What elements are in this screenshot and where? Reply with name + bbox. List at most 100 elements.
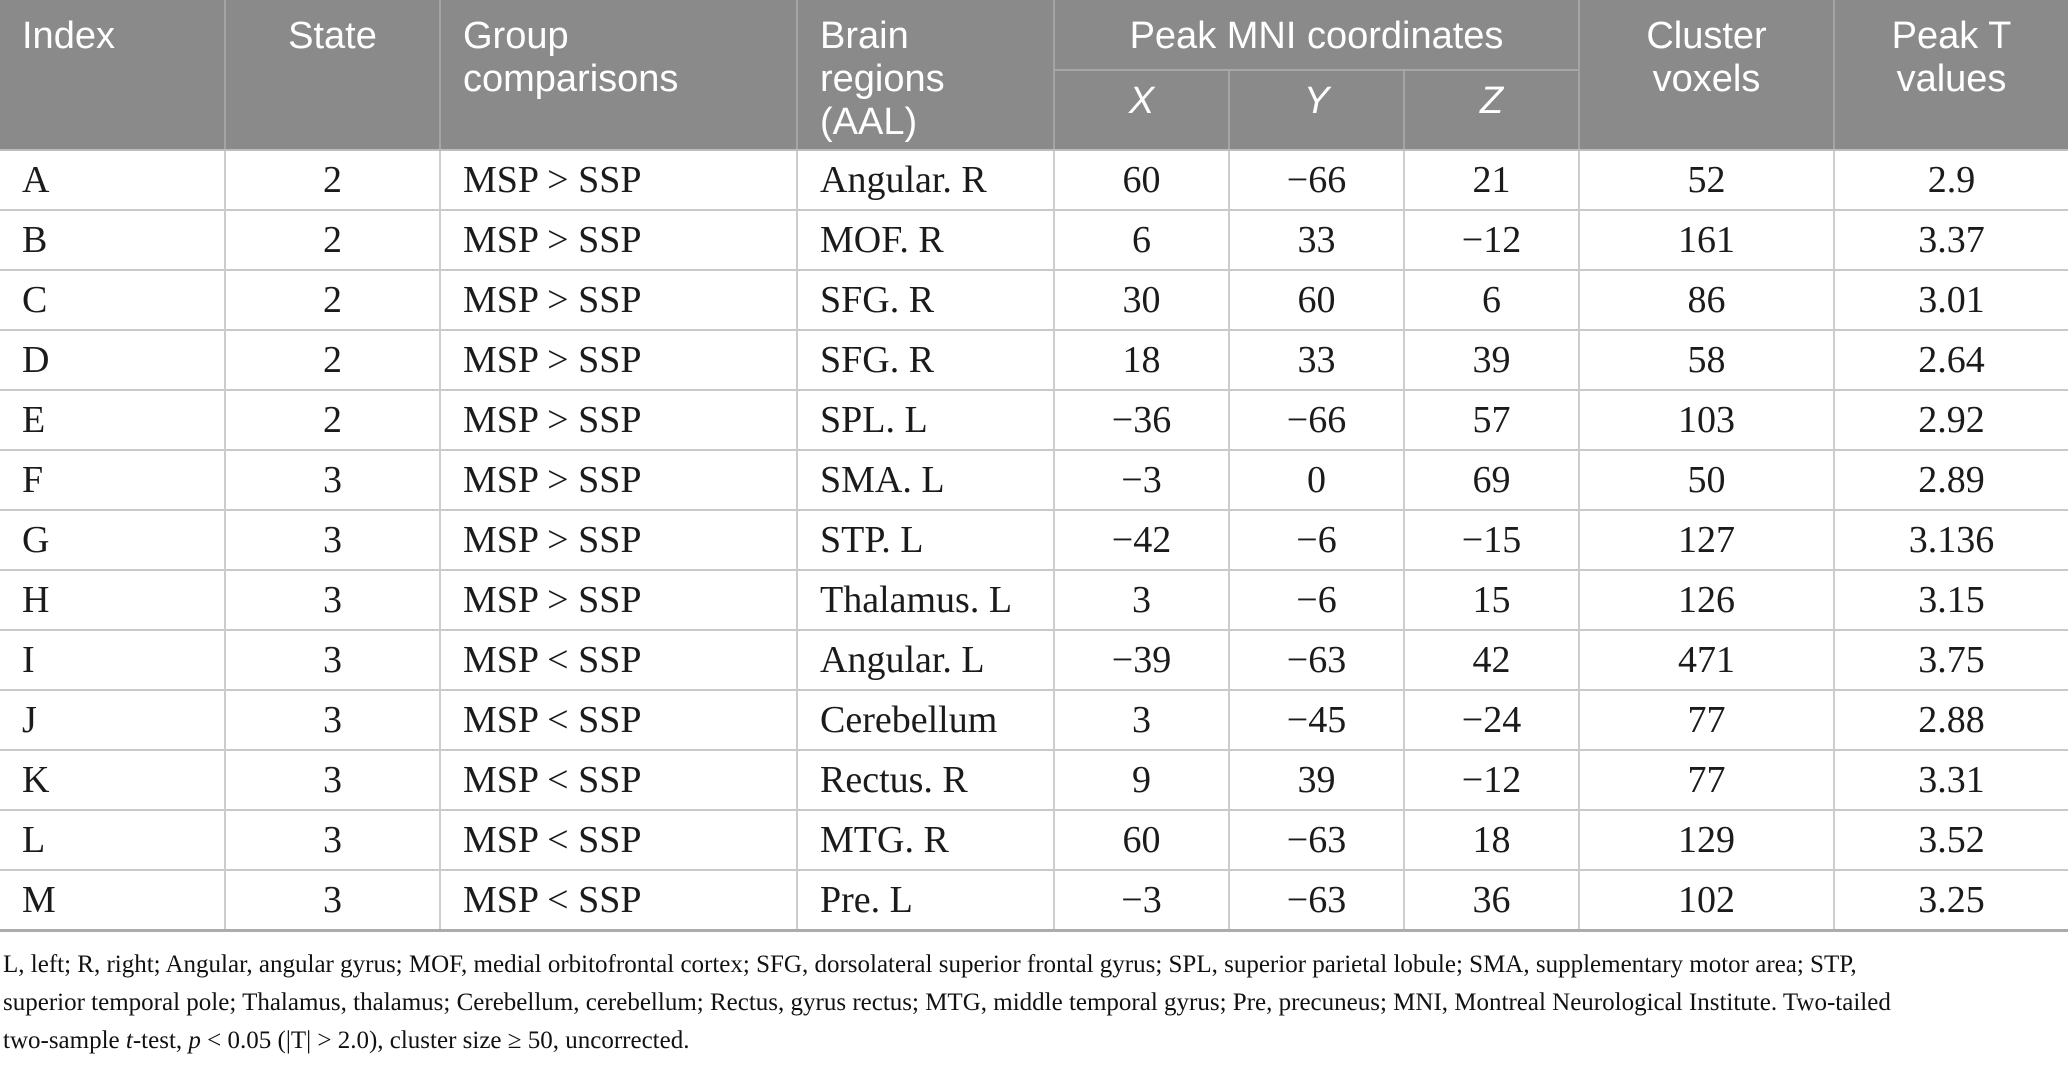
cell-index: K — [0, 749, 225, 810]
cell-mni-y: 33 — [1228, 329, 1404, 390]
cell-peak-t-value: 2.88 — [1833, 689, 2068, 750]
table-row: M 3 MSP < SSP Pre. L −3 −63 36 102 3.25 — [0, 869, 2068, 930]
table-row: E 2 MSP > SSP SPL. L −36 −66 57 103 2.92 — [0, 389, 2068, 450]
cell-mni-z: 21 — [1403, 150, 1579, 210]
cell-mni-z: 57 — [1403, 389, 1579, 450]
cell-mni-z: 15 — [1403, 569, 1579, 630]
cell-peak-t-value: 3.52 — [1833, 809, 2068, 870]
table-row: B 2 MSP > SSP MOF. R 6 33 −12 161 3.37 — [0, 209, 2068, 270]
cell-state: 3 — [224, 809, 440, 870]
cell-group-comparison: MSP > SSP — [439, 209, 797, 270]
table-header: Index State Group comparisons Brain regi… — [0, 0, 2068, 151]
footnote-line: superior temporal pole; Thalamus, thalam… — [3, 988, 1891, 1016]
cell-peak-t-value: 3.75 — [1833, 629, 2068, 690]
cell-peak-t-value: 2.64 — [1833, 329, 2068, 390]
cell-cluster-voxels: 58 — [1578, 329, 1834, 390]
cell-peak-t-value: 3.31 — [1833, 749, 2068, 810]
table-row: H 3 MSP > SSP Thalamus. L 3 −6 15 126 3.… — [0, 569, 2068, 630]
cell-mni-y: −66 — [1228, 389, 1404, 450]
cell-state: 3 — [224, 689, 440, 750]
cell-mni-x: 9 — [1053, 749, 1229, 810]
cell-index: E — [0, 389, 225, 450]
cell-cluster-voxels: 161 — [1578, 209, 1834, 270]
cell-index: C — [0, 269, 225, 330]
col-header-state: State — [224, 0, 440, 151]
cell-cluster-voxels: 102 — [1578, 869, 1834, 930]
cell-mni-y: −45 — [1228, 689, 1404, 750]
cell-index: A — [22, 159, 50, 201]
cell-state: 3 — [224, 509, 440, 570]
cell-peak-t-value: 3.25 — [1833, 869, 2068, 930]
cell-brain-region: Angular. L — [796, 629, 1054, 690]
cell-mni-x: −3 — [1053, 449, 1229, 510]
cell-state: 3 — [224, 869, 440, 930]
cell-index: G — [0, 509, 225, 570]
cell-state: 3 — [224, 569, 440, 630]
cell-group-comparison: MSP < SSP — [439, 869, 797, 930]
cell-mni-x: 60 — [1053, 809, 1229, 870]
cell-peak-t-value: 2.92 — [1833, 389, 2068, 450]
cell-state: 2 — [224, 209, 440, 270]
cell-mni-z: −24 — [1403, 689, 1579, 750]
cell-state: 2 — [224, 150, 440, 210]
table-row: J 3 MSP < SSP Cerebellum 3 −45 −24 77 2.… — [0, 689, 2068, 750]
table-row: K 3 MSP < SSP Rectus. R 9 39 −12 77 3.31 — [0, 749, 2068, 810]
table-row: D 2 MSP > SSP SFG. R 18 33 39 58 2.64 — [0, 329, 2068, 390]
col-header-y: Y — [1228, 70, 1404, 151]
cell-index: F — [0, 449, 225, 510]
cell-mni-y: −63 — [1228, 629, 1404, 690]
cell-mni-x: 3 — [1053, 689, 1229, 750]
cell-index: B — [0, 209, 225, 270]
cell-brain-region: SPL. L — [796, 389, 1054, 450]
cell-mni-z: 36 — [1403, 869, 1579, 930]
cell-index: D — [0, 329, 225, 390]
cell-state: 3 — [224, 629, 440, 690]
cell-cluster-voxels: 77 — [1578, 749, 1834, 810]
cell-peak-t-value: 2.9 — [1833, 150, 2068, 210]
cell-brain-region: Pre. L — [796, 869, 1054, 930]
cell-brain-region: MOF. R — [796, 209, 1054, 270]
cell-mni-y: −63 — [1228, 809, 1404, 870]
cell-index: M — [0, 869, 225, 930]
cell-mni-y: 39 — [1228, 749, 1404, 810]
col-header-group-comparisons: Group comparisons — [439, 0, 797, 151]
cell-mni-y: 33 — [1228, 209, 1404, 270]
col-header-brain-regions: Brain regions (AAL) — [796, 0, 1054, 151]
cell-brain-region: Thalamus. L — [796, 569, 1054, 630]
cell-mni-y: −66 — [1228, 150, 1404, 210]
cell-state: 2 — [224, 389, 440, 450]
cell-mni-z: 69 — [1403, 449, 1579, 510]
cell-group-comparison: MSP < SSP — [439, 689, 797, 750]
cell-mni-y: −6 — [1228, 569, 1404, 630]
cell-peak-t-value: 2.89 — [1833, 449, 2068, 510]
cell-mni-x: 18 — [1053, 329, 1229, 390]
cell-mni-z: 42 — [1403, 629, 1579, 690]
cell-mni-x: −39 — [1053, 629, 1229, 690]
cell-group-comparison: MSP < SSP — [439, 809, 797, 870]
cell-mni-x: 60 — [1053, 150, 1229, 210]
cell-mni-x: −42 — [1053, 509, 1229, 570]
cell-cluster-voxels: 86 — [1578, 269, 1834, 330]
cell-state: 2 — [224, 269, 440, 330]
results-table: Index State Group comparisons Brain regi… — [0, 0, 2068, 932]
table-row: A 2 MSP > SSP Angular. R 60 −66 21 52 2.… — [0, 150, 2068, 210]
cell-state: 2 — [224, 329, 440, 390]
cell-state: 3 — [224, 749, 440, 810]
cell-state: 3 — [224, 449, 440, 510]
table-row: C 2 MSP > SSP SFG. R 30 60 6 86 3.01 — [0, 269, 2068, 330]
cell-group-comparison: MSP < SSP — [439, 629, 797, 690]
cell-cluster-voxels: 127 — [1578, 509, 1834, 570]
cell-brain-region: STP. L — [796, 509, 1054, 570]
cell-cluster-voxels: 471 — [1578, 629, 1834, 690]
cell-group-comparison: MSP > SSP — [439, 509, 797, 570]
cell-mni-y: −6 — [1228, 509, 1404, 570]
cell-brain-region: MTG. R — [796, 809, 1054, 870]
col-header-peak-mni-coordinates: Peak MNI coordinates — [1053, 0, 1579, 71]
cell-brain-region: SMA. L — [796, 449, 1054, 510]
cell-brain-region: Angular. R — [796, 150, 1054, 210]
cell-peak-t-value: 3.01 — [1833, 269, 2068, 330]
col-header-peak-t-values: Peak T values — [1833, 0, 2068, 151]
cell-group-comparison: MSP > SSP — [439, 269, 797, 330]
cell-peak-t-value: 3.37 — [1833, 209, 2068, 270]
